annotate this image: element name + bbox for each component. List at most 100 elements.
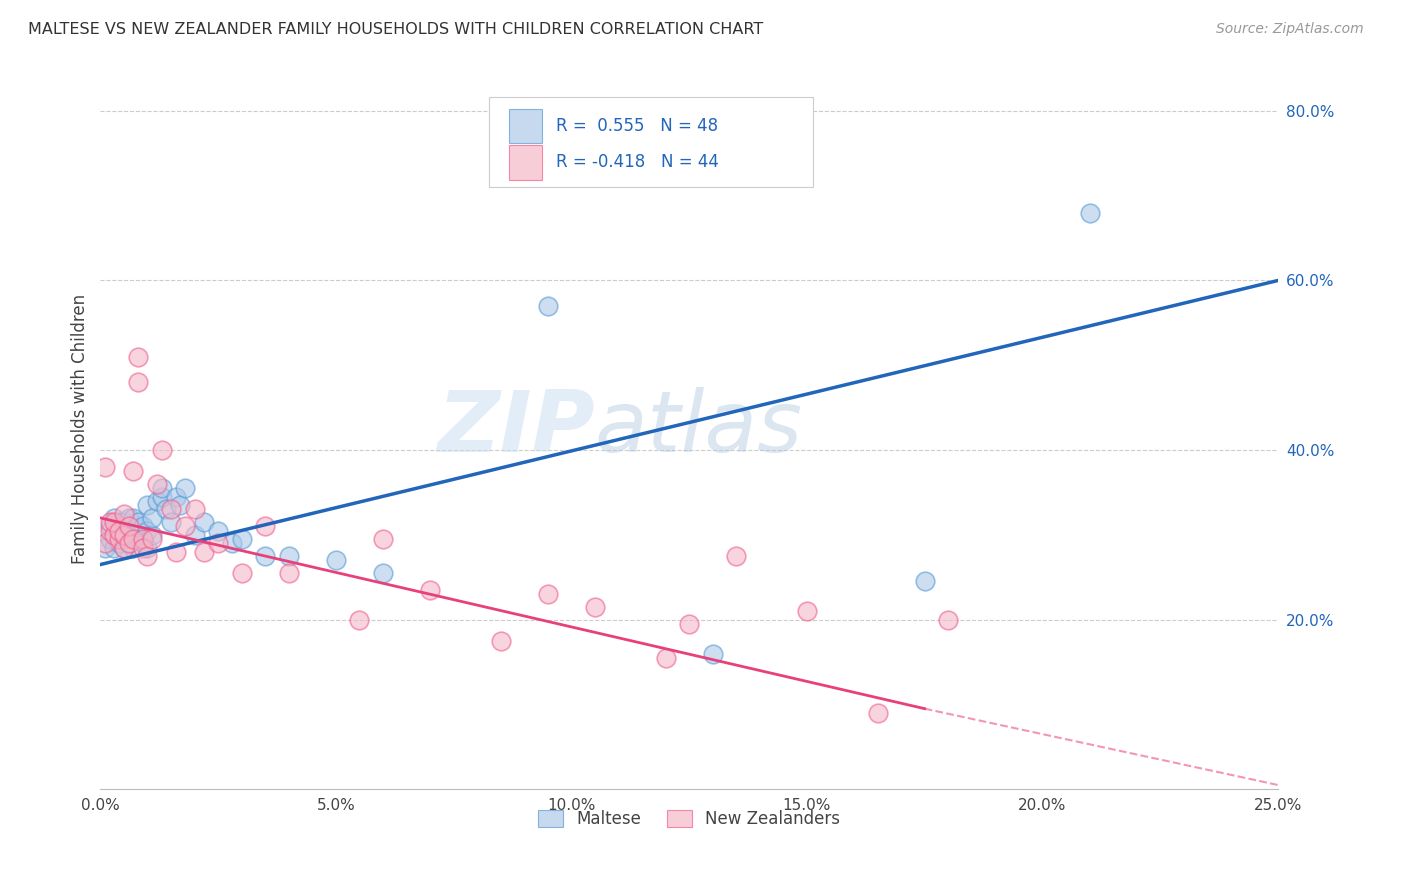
Point bbox=[702, 647, 724, 661]
Point bbox=[127, 532, 149, 546]
Point bbox=[112, 541, 135, 555]
Point bbox=[146, 494, 169, 508]
Point bbox=[122, 541, 145, 555]
Point bbox=[193, 515, 215, 529]
Text: Source: ZipAtlas.com: Source: ZipAtlas.com bbox=[1216, 22, 1364, 37]
Point bbox=[117, 519, 139, 533]
Point bbox=[936, 613, 959, 627]
Point bbox=[169, 498, 191, 512]
Point bbox=[127, 350, 149, 364]
Text: R = -0.418   N = 44: R = -0.418 N = 44 bbox=[555, 153, 718, 171]
Point bbox=[174, 519, 197, 533]
Point bbox=[165, 490, 187, 504]
Point bbox=[103, 528, 125, 542]
Point bbox=[1078, 205, 1101, 219]
Point bbox=[108, 532, 131, 546]
Point bbox=[94, 460, 117, 475]
Point bbox=[117, 511, 139, 525]
Point bbox=[103, 541, 125, 555]
Point bbox=[141, 528, 163, 542]
Point bbox=[117, 536, 139, 550]
Point bbox=[796, 604, 818, 618]
Point bbox=[150, 481, 173, 495]
Point bbox=[132, 536, 155, 550]
Text: R =  0.555   N = 48: R = 0.555 N = 48 bbox=[555, 117, 718, 136]
Text: atlas: atlas bbox=[595, 387, 803, 470]
Text: ZIP: ZIP bbox=[437, 387, 595, 470]
Point bbox=[231, 532, 253, 546]
Point bbox=[371, 532, 394, 546]
Point bbox=[349, 613, 371, 627]
Point bbox=[108, 524, 131, 538]
Point bbox=[150, 443, 173, 458]
Point bbox=[489, 633, 512, 648]
Point bbox=[277, 566, 299, 580]
Point bbox=[583, 599, 606, 614]
Point bbox=[117, 536, 139, 550]
Point bbox=[98, 524, 121, 538]
Point bbox=[108, 536, 131, 550]
Point bbox=[103, 515, 125, 529]
FancyBboxPatch shape bbox=[489, 97, 813, 187]
Point bbox=[103, 511, 125, 525]
Point bbox=[174, 481, 197, 495]
Point bbox=[254, 519, 277, 533]
Point bbox=[654, 650, 676, 665]
Point bbox=[112, 532, 135, 546]
Point bbox=[98, 515, 121, 529]
Point bbox=[207, 524, 229, 538]
Point bbox=[122, 511, 145, 525]
Point bbox=[141, 532, 163, 546]
Point bbox=[94, 541, 117, 555]
Point bbox=[132, 519, 155, 533]
Point bbox=[136, 498, 159, 512]
Point bbox=[122, 464, 145, 478]
Point bbox=[132, 532, 155, 546]
Point bbox=[160, 502, 183, 516]
Point bbox=[127, 376, 149, 390]
Point bbox=[141, 511, 163, 525]
Point bbox=[277, 549, 299, 563]
Point bbox=[112, 541, 135, 555]
Point bbox=[160, 515, 183, 529]
Point bbox=[678, 616, 700, 631]
Point bbox=[112, 507, 135, 521]
Point bbox=[112, 528, 135, 542]
Point bbox=[183, 528, 205, 542]
Point bbox=[108, 524, 131, 538]
Point bbox=[146, 477, 169, 491]
Point bbox=[325, 553, 347, 567]
Point bbox=[155, 502, 177, 516]
Point bbox=[94, 536, 117, 550]
Point bbox=[127, 515, 149, 529]
Point bbox=[122, 528, 145, 542]
Point bbox=[231, 566, 253, 580]
Point bbox=[136, 549, 159, 563]
FancyBboxPatch shape bbox=[509, 145, 541, 179]
Legend: Maltese, New Zealanders: Maltese, New Zealanders bbox=[531, 804, 846, 835]
Point bbox=[132, 541, 155, 555]
Point bbox=[165, 545, 187, 559]
Point bbox=[537, 299, 560, 313]
Point bbox=[98, 532, 121, 546]
Point bbox=[98, 519, 121, 533]
Y-axis label: Family Households with Children: Family Households with Children bbox=[72, 293, 89, 564]
FancyBboxPatch shape bbox=[509, 109, 541, 144]
Point bbox=[122, 532, 145, 546]
Point bbox=[136, 541, 159, 555]
Point bbox=[117, 524, 139, 538]
Point bbox=[108, 515, 131, 529]
Point bbox=[136, 524, 159, 538]
Point bbox=[254, 549, 277, 563]
Point bbox=[371, 566, 394, 580]
Point bbox=[183, 502, 205, 516]
Point bbox=[150, 490, 173, 504]
Point bbox=[866, 706, 889, 720]
Point bbox=[207, 536, 229, 550]
Point bbox=[419, 582, 441, 597]
Point bbox=[725, 549, 748, 563]
Point bbox=[103, 528, 125, 542]
Point bbox=[914, 574, 936, 589]
Point bbox=[221, 536, 243, 550]
Point bbox=[537, 587, 560, 601]
